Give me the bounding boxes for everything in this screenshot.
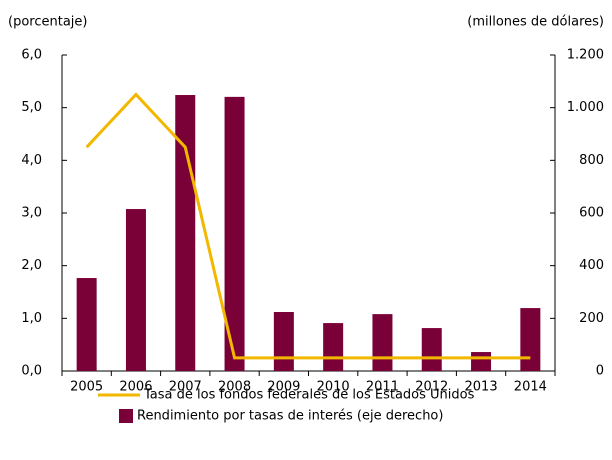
bar	[224, 96, 245, 372]
x-tick-label: 2013	[465, 380, 498, 395]
legend-label: Rendimiento por tasas de interés (eje de…	[137, 409, 443, 424]
bar	[125, 209, 146, 371]
y-tick-label: 3,0	[21, 206, 42, 221]
y2-tick-label: 400	[579, 258, 604, 273]
y-tick-label: 1,0	[21, 311, 42, 326]
y-tick-label: 0,0	[21, 364, 42, 379]
x-tick-label: 2006	[119, 380, 152, 395]
y2-axis-label: (millones de dólares)	[467, 15, 604, 30]
bar	[76, 278, 97, 371]
y2-tick-label: 1.000	[567, 100, 604, 115]
bar	[421, 328, 442, 371]
x-tick-label: 2009	[267, 380, 300, 395]
x-tick-label: 2012	[415, 380, 448, 395]
x-tick-label: 2005	[70, 380, 103, 395]
x-tick-label: 2008	[218, 380, 251, 395]
bar	[372, 314, 393, 371]
legend-label: Tasa de los fondos federales de los Esta…	[143, 388, 475, 403]
y2-tick-label: 600	[579, 206, 604, 221]
x-tick-label: 2010	[317, 380, 350, 395]
y-axis-label: (porcentaje)	[8, 15, 87, 30]
y2-tick-label: 200	[579, 311, 604, 326]
y2-tick-label: 0	[596, 364, 604, 379]
x-tick-label: 2014	[514, 380, 547, 395]
y2-tick-label: 800	[579, 153, 604, 168]
x-tick-label: 2011	[366, 380, 399, 395]
x-tick-label: 2007	[169, 380, 202, 395]
bar	[520, 308, 541, 371]
y-tick-label: 2,0	[21, 258, 42, 273]
y-tick-label: 6,0	[21, 48, 42, 63]
bar	[471, 352, 492, 371]
bar	[323, 323, 344, 371]
legend-swatch	[119, 409, 133, 423]
y-tick-label: 5,0	[21, 100, 42, 115]
line	[85, 92, 531, 360]
bar	[273, 312, 294, 371]
y-tick-label: 4,0	[21, 153, 42, 168]
y2-tick-label: 1.200	[567, 48, 604, 63]
bar	[175, 95, 196, 371]
